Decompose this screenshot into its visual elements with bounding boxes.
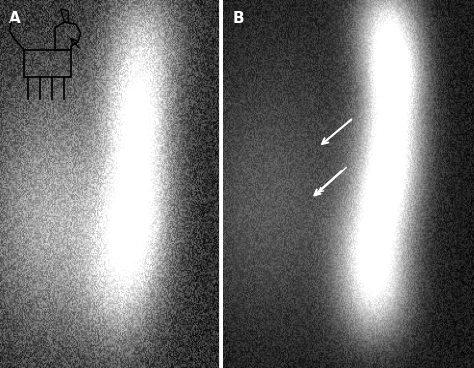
Text: A: A (9, 11, 20, 26)
Text: B: B (233, 11, 245, 26)
